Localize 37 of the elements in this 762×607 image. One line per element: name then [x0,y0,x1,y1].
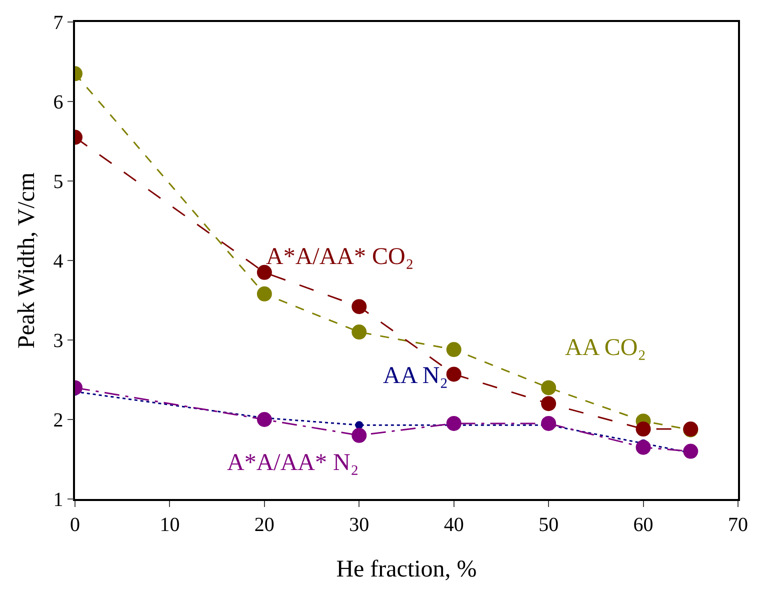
y-tick-label: 2 [53,410,64,432]
point [446,342,462,358]
y-tick-label: 4 [53,250,64,272]
x-tick-label: 60 [633,514,654,536]
point [256,412,272,427]
point [636,422,651,437]
point [446,366,462,382]
y-tick-label: 3 [53,330,64,352]
series-label: AA CO₂ [565,335,646,361]
x-tick-label: 50 [538,514,559,536]
x-axis-title: He fraction, % [336,556,477,583]
point [355,421,364,430]
point [541,380,556,396]
x-tick-label: 10 [160,514,180,536]
point [352,428,367,443]
y-tick-label: 6 [53,92,64,114]
y-axis-title: Peak Width, V/cm [14,172,40,349]
point [541,416,556,431]
point [541,396,556,412]
y-tick-label: 1 [53,489,64,511]
x-tick-label: 30 [349,514,370,536]
point [352,324,367,340]
point [352,299,367,314]
series-label: AA N₂ [383,363,448,389]
point [256,264,272,280]
x-tick-label: 40 [444,514,464,536]
x-tick-label: 70 [728,514,748,536]
x-tick-label: 20 [254,514,274,536]
series-label: A*A/AA* CO₂ [266,244,414,270]
point [683,444,698,459]
point [446,416,462,431]
point [256,286,272,302]
series-label: A*A/AA* N₂ [227,450,359,476]
point [636,440,651,455]
y-tick-label: 5 [53,171,64,193]
y-tick-label: 7 [53,12,64,34]
x-tick-label: 0 [70,514,80,536]
